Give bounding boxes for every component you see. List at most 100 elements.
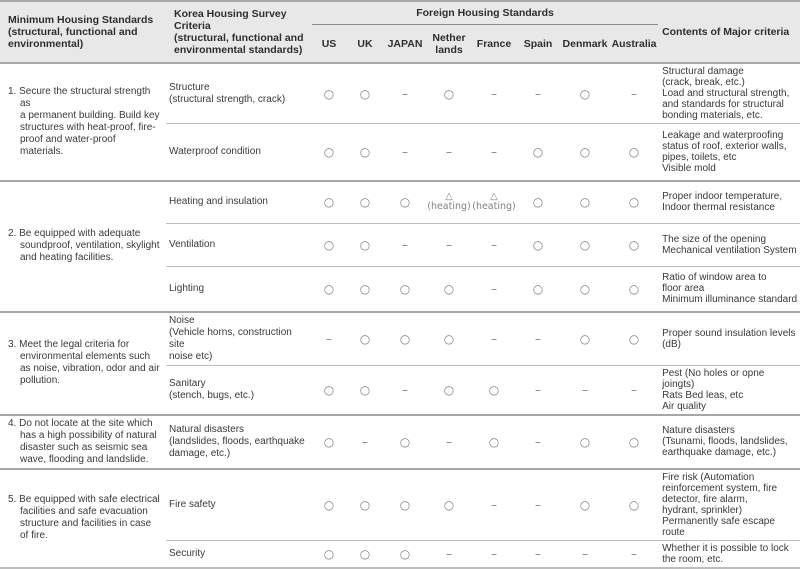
header-row-top: Minimum Housing Standards (structural, f… (0, 1, 800, 63)
mark-cell-japan: ○ (384, 413, 426, 469)
mark-cell-spain: ○ (516, 179, 560, 224)
column-header-denmark: Denmark (560, 24, 610, 63)
mark-cell-japan: ○ (384, 539, 426, 568)
column-header-netherlands: Nether lands (426, 24, 472, 63)
table-row: 4. Do not locate at the site which has a… (0, 413, 800, 469)
contents-cell: Proper indoor temperature, Indoor therma… (658, 179, 800, 224)
mark-cell-us: – (312, 310, 346, 365)
mark-cell-spain: ○ (516, 266, 560, 312)
table-row: 1. Secure the structural strength as a p… (0, 62, 800, 181)
contents-cell: Proper sound insulation levels (dB) (658, 310, 800, 365)
mark-cell-france: – (472, 62, 516, 124)
mark-cell-us: ○ (312, 364, 346, 415)
header-foreign-standards: Foreign Housing Standards (312, 1, 659, 25)
table-row: Lighting ○ ○ ○ ○ – ○ ○ ○ Ratio of window area to … (0, 266, 800, 312)
standard-cell: 3. Meet the legal criteria for environme… (0, 310, 166, 415)
mark-cell-uk: ○ (346, 266, 384, 312)
mark-cell-netherlands: △ (heating) (426, 179, 472, 224)
criteria-cell: Lighting (166, 266, 312, 312)
mark-cell-spain: ○ (516, 223, 560, 267)
mark-cell-us: ○ (312, 123, 346, 181)
mark-cell-netherlands: ○ (426, 310, 472, 365)
mark-cell-france: – (472, 223, 516, 267)
criteria-cell: Ventilation (166, 223, 312, 267)
mark-cell-australia: – (610, 539, 659, 568)
contents-cell: Ratio of window area to floor area Minim… (658, 266, 800, 312)
mark-cell-netherlands: ○ (426, 62, 472, 124)
mark-cell-uk: ○ (346, 223, 384, 267)
table-row: Ventilation ○ ○ – – – ○ ○ ○ The size of the openi… (0, 223, 800, 267)
mark-cell-australia: ○ (610, 179, 659, 224)
mark-cell-denmark: ○ (560, 310, 610, 365)
header-minimum-standards: Minimum Housing Standards (structural, f… (0, 1, 166, 63)
criteria-cell: Noise (Vehicle horns, construction site … (166, 310, 312, 365)
table-row: 5. Be equipped with safe electrical faci… (0, 467, 800, 568)
criteria-cell: Fire safety (166, 467, 312, 540)
mark-cell-france: ○ (472, 364, 516, 415)
mark-cell-us: ○ (312, 266, 346, 312)
contents-cell: Structural damage (crack, break, etc.) L… (658, 62, 800, 124)
mark-cell-uk: ○ (346, 310, 384, 365)
column-header-australia: Australia (610, 24, 659, 63)
mark-cell-uk: – (346, 413, 384, 469)
standard-cell: 1. Secure the structural strength as a p… (0, 62, 166, 181)
mark-cell-us: ○ (312, 62, 346, 124)
mark-cell-japan: – (384, 123, 426, 181)
standard-cell: 2. Be equipped with adequate soundproof,… (0, 179, 166, 312)
mark-cell-netherlands: – (426, 413, 472, 469)
column-header-spain: Spain (516, 24, 560, 63)
mark-cell-australia: – (610, 62, 659, 124)
mark-cell-australia: – (610, 364, 659, 415)
mark-cell-uk: ○ (346, 539, 384, 568)
mark-cell-japan: – (384, 223, 426, 267)
mark-cell-france: ○ (472, 413, 516, 469)
mark-cell-spain: – (516, 539, 560, 568)
mark-cell-uk: ○ (346, 123, 384, 181)
column-header-us: US (312, 24, 346, 63)
mark-cell-uk: ○ (346, 179, 384, 224)
mark-cell-japan: – (384, 62, 426, 124)
mark-cell-denmark: ○ (560, 266, 610, 312)
mark-cell-netherlands: ○ (426, 266, 472, 312)
mark-cell-france: – (472, 266, 516, 312)
mark-cell-netherlands: ○ (426, 364, 472, 415)
mark-cell-australia: ○ (610, 223, 659, 267)
mark-cell-japan: ○ (384, 310, 426, 365)
standard-cell: 5. Be equipped with safe electrical faci… (0, 467, 166, 568)
mark-cell-france: – (472, 123, 516, 181)
header-row-countries: US UK JAPAN Nether lands France Spain Denmark A… (0, 24, 800, 63)
mark-cell-denmark: ○ (560, 179, 610, 224)
mark-cell-australia: ○ (610, 413, 659, 469)
table-row: Sanitary (stench, bugs, etc.) ○ ○ – ○ ○ – – – Pes… (0, 364, 800, 415)
mark-cell-australia: ○ (610, 310, 659, 365)
contents-cell: Leakage and waterproofing status of roof… (658, 123, 800, 181)
mark-cell-france: – (472, 539, 516, 568)
mark-cell-japan: ○ (384, 266, 426, 312)
contents-cell: Pest (No holes or opne joingts) Rats Bed… (658, 364, 800, 415)
column-header-japan: JAPAN (384, 24, 426, 63)
mark-cell-denmark: ○ (560, 123, 610, 181)
contents-cell: Fire risk (Automation reinforcement syst… (658, 467, 800, 540)
table-row: Waterproof condition ○ ○ – – – ○ ○ ○ Leakage and … (0, 123, 800, 181)
mark-cell-australia: ○ (610, 467, 659, 540)
mark-cell-france: – (472, 310, 516, 365)
criteria-cell: Heating and insulation (166, 179, 312, 224)
column-header-uk: UK (346, 24, 384, 63)
mark-cell-netherlands: – (426, 539, 472, 568)
contents-cell: Nature disasters (Tsunami, floods, lands… (658, 413, 800, 469)
mark-cell-spain: – (516, 62, 560, 124)
mark-cell-netherlands: ○ (426, 467, 472, 540)
mark-cell-spain: – (516, 310, 560, 365)
mark-cell-denmark: ○ (560, 467, 610, 540)
mark-cell-denmark: – (560, 364, 610, 415)
mark-cell-uk: ○ (346, 467, 384, 540)
contents-cell: The size of the opening Mechanical venti… (658, 223, 800, 267)
table-row: 3. Meet the legal criteria for environme… (0, 310, 800, 415)
mark-cell-us: ○ (312, 413, 346, 469)
table-row: 2. Be equipped with adequate soundproof,… (0, 179, 800, 312)
mark-cell-denmark: ○ (560, 223, 610, 267)
mark-cell-france: △ (heating) (472, 179, 516, 224)
mark-cell-denmark: – (560, 539, 610, 568)
mark-cell-spain: – (516, 413, 560, 469)
